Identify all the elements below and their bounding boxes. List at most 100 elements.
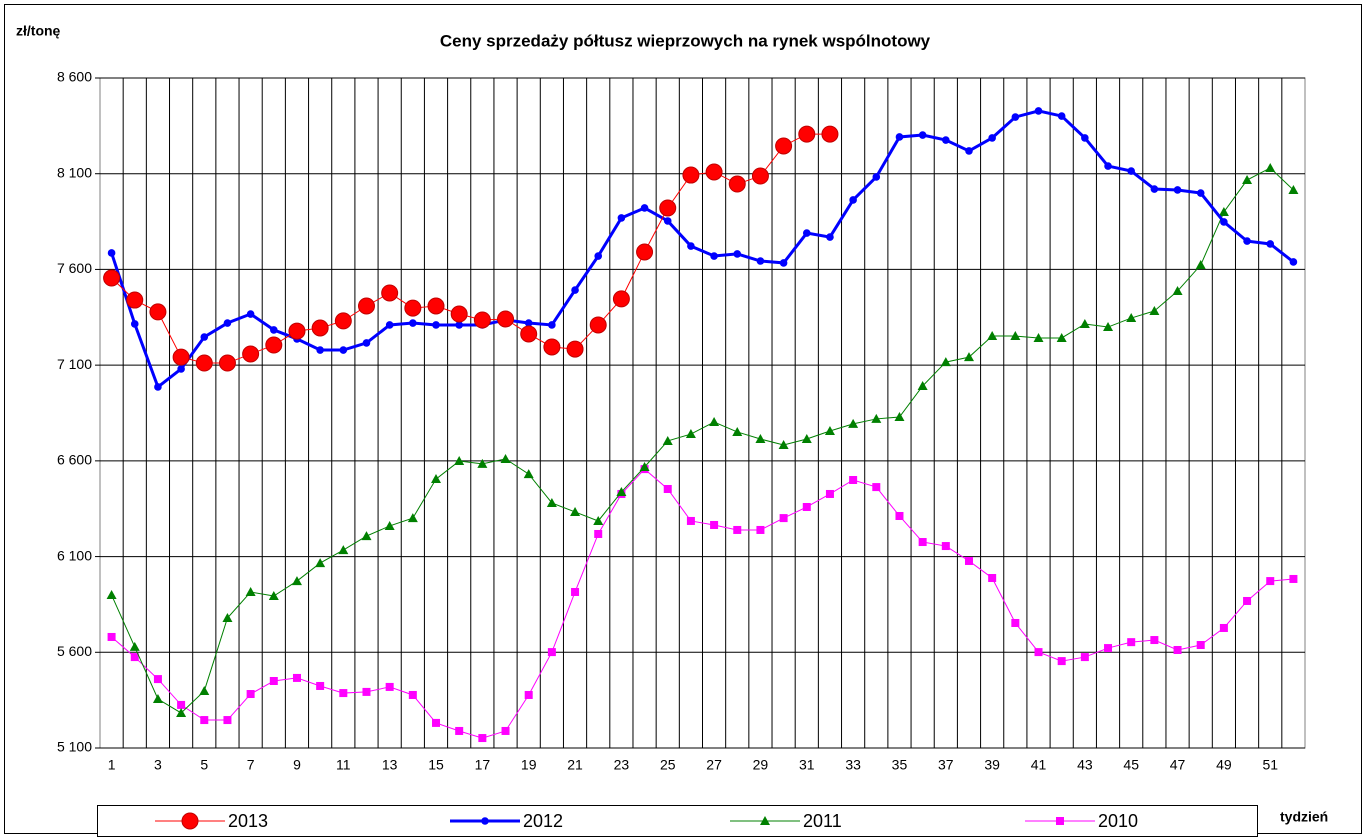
point xyxy=(200,716,209,725)
point xyxy=(571,587,580,596)
point xyxy=(1034,648,1043,657)
point xyxy=(181,812,199,830)
point xyxy=(126,291,144,309)
point xyxy=(616,487,627,497)
point xyxy=(269,326,278,334)
point xyxy=(918,538,927,547)
point xyxy=(427,297,445,315)
point xyxy=(130,653,139,662)
point xyxy=(362,339,371,347)
point xyxy=(431,474,442,484)
point xyxy=(659,199,677,217)
point xyxy=(316,681,325,690)
point xyxy=(1243,237,1251,245)
point xyxy=(687,242,695,250)
point xyxy=(825,489,834,498)
point xyxy=(710,520,719,529)
x-tick-label: 35 xyxy=(892,757,908,773)
point xyxy=(849,196,857,204)
point xyxy=(1288,184,1299,194)
y-tick-label: 8 600 xyxy=(57,69,92,85)
point xyxy=(381,284,399,302)
point xyxy=(940,357,951,367)
point xyxy=(709,416,720,426)
point xyxy=(685,429,696,439)
point xyxy=(497,310,515,328)
x-tick-label: 47 xyxy=(1170,757,1186,773)
point xyxy=(520,325,538,343)
x-tick-label: 41 xyxy=(1031,757,1047,773)
point xyxy=(455,726,464,735)
point xyxy=(269,677,278,685)
point xyxy=(801,434,812,444)
point xyxy=(153,675,162,684)
point xyxy=(1289,574,1298,583)
point xyxy=(177,700,186,709)
point xyxy=(1080,653,1089,662)
point xyxy=(640,204,649,212)
series-line xyxy=(111,468,1294,739)
point xyxy=(103,269,121,287)
point xyxy=(478,734,487,743)
x-tick-label: 33 xyxy=(845,757,861,773)
point xyxy=(222,613,233,623)
point xyxy=(1219,623,1228,632)
point xyxy=(571,286,579,294)
point xyxy=(1173,186,1182,194)
point xyxy=(548,321,556,329)
point xyxy=(802,502,811,511)
point xyxy=(524,690,533,699)
point xyxy=(756,257,765,265)
point xyxy=(732,426,743,436)
x-tick-label: 19 xyxy=(521,757,537,773)
point xyxy=(594,252,603,260)
point xyxy=(407,513,418,523)
point xyxy=(1104,162,1112,170)
series-line xyxy=(110,109,1295,390)
y-tick-label: 5 600 xyxy=(57,643,92,659)
point xyxy=(1127,638,1136,647)
point xyxy=(1265,162,1276,172)
point xyxy=(710,252,718,260)
point xyxy=(988,574,997,583)
point xyxy=(1056,332,1067,342)
point xyxy=(149,303,167,321)
point xyxy=(246,310,255,318)
point xyxy=(1011,618,1020,627)
x-tick-label: 31 xyxy=(799,757,815,773)
y-tick-label: 8 100 xyxy=(57,164,92,180)
point xyxy=(1150,636,1159,645)
point xyxy=(385,682,394,691)
legend-label: 2011 xyxy=(803,811,842,831)
point xyxy=(1196,641,1205,650)
x-tick-label: 5 xyxy=(200,757,208,773)
point xyxy=(1266,240,1275,248)
point xyxy=(1127,167,1136,175)
point xyxy=(334,312,352,330)
point xyxy=(385,321,394,329)
point xyxy=(1266,577,1275,586)
point xyxy=(1196,189,1205,197)
point xyxy=(543,338,561,356)
x-tick-label: 21 xyxy=(567,757,583,773)
point xyxy=(129,641,140,651)
point xyxy=(686,516,695,525)
x-tick-label: 49 xyxy=(1216,757,1232,773)
x-tick-label: 25 xyxy=(660,757,676,773)
y-tick-label: 5 100 xyxy=(57,739,92,755)
point xyxy=(663,484,672,493)
point xyxy=(311,319,329,337)
point xyxy=(106,590,117,600)
point xyxy=(779,514,788,523)
point xyxy=(245,586,256,596)
point xyxy=(1149,305,1160,315)
point xyxy=(291,576,302,586)
point xyxy=(338,545,349,555)
point xyxy=(454,456,465,466)
x-tick-label: 43 xyxy=(1077,757,1093,773)
point xyxy=(195,354,213,372)
point xyxy=(1195,260,1206,270)
point xyxy=(1011,113,1020,121)
x-tick-label: 23 xyxy=(614,757,630,773)
